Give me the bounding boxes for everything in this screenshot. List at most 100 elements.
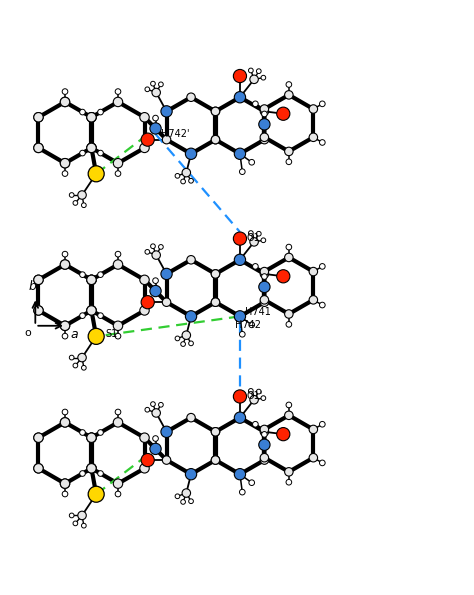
Circle shape bbox=[211, 270, 220, 278]
Circle shape bbox=[98, 471, 103, 477]
Circle shape bbox=[309, 296, 318, 304]
Circle shape bbox=[34, 112, 43, 122]
Circle shape bbox=[60, 260, 70, 269]
Circle shape bbox=[239, 331, 245, 337]
Circle shape bbox=[151, 244, 155, 249]
Text: S1: S1 bbox=[106, 329, 118, 339]
Circle shape bbox=[319, 460, 325, 466]
Circle shape bbox=[248, 389, 253, 393]
Circle shape bbox=[87, 464, 96, 473]
Circle shape bbox=[234, 468, 246, 480]
Circle shape bbox=[162, 298, 171, 306]
Circle shape bbox=[140, 143, 149, 152]
Circle shape bbox=[286, 245, 292, 250]
Circle shape bbox=[69, 513, 74, 518]
Circle shape bbox=[260, 270, 269, 278]
Circle shape bbox=[260, 133, 269, 142]
Circle shape bbox=[211, 136, 220, 144]
Circle shape bbox=[211, 456, 220, 464]
Circle shape bbox=[250, 75, 258, 83]
Circle shape bbox=[152, 251, 160, 259]
Circle shape bbox=[182, 331, 191, 339]
Circle shape bbox=[145, 87, 150, 92]
Circle shape bbox=[286, 321, 292, 327]
Circle shape bbox=[113, 260, 123, 269]
Text: O1': O1' bbox=[246, 390, 262, 400]
Circle shape bbox=[140, 112, 149, 122]
Circle shape bbox=[162, 456, 171, 464]
Circle shape bbox=[185, 311, 197, 322]
Circle shape bbox=[69, 193, 74, 198]
Circle shape bbox=[260, 296, 269, 304]
Text: o: o bbox=[25, 328, 32, 337]
Circle shape bbox=[181, 500, 185, 505]
Circle shape bbox=[162, 107, 171, 115]
Circle shape bbox=[87, 306, 96, 315]
Circle shape bbox=[140, 464, 149, 473]
Circle shape bbox=[234, 92, 246, 103]
Circle shape bbox=[34, 433, 43, 443]
Circle shape bbox=[80, 313, 85, 318]
Circle shape bbox=[87, 433, 96, 443]
Circle shape bbox=[87, 112, 96, 122]
Circle shape bbox=[319, 101, 325, 107]
Circle shape bbox=[284, 468, 293, 476]
Circle shape bbox=[87, 275, 96, 284]
Circle shape bbox=[239, 489, 245, 495]
Circle shape bbox=[260, 298, 269, 306]
Circle shape bbox=[309, 267, 318, 276]
Circle shape bbox=[34, 275, 43, 284]
Circle shape bbox=[158, 82, 163, 87]
Circle shape bbox=[113, 158, 123, 168]
Circle shape bbox=[260, 136, 269, 144]
Circle shape bbox=[60, 97, 70, 107]
Circle shape bbox=[185, 148, 197, 159]
Circle shape bbox=[34, 112, 43, 122]
Circle shape bbox=[286, 480, 292, 485]
Circle shape bbox=[78, 511, 86, 519]
Circle shape bbox=[319, 302, 325, 308]
Circle shape bbox=[87, 433, 96, 443]
Circle shape bbox=[62, 251, 68, 257]
Circle shape bbox=[253, 264, 258, 269]
Circle shape bbox=[98, 313, 103, 318]
Circle shape bbox=[34, 143, 43, 152]
Circle shape bbox=[249, 159, 255, 165]
Circle shape bbox=[87, 306, 96, 315]
Circle shape bbox=[260, 267, 269, 276]
Circle shape bbox=[82, 523, 86, 528]
Circle shape bbox=[152, 88, 160, 97]
Circle shape bbox=[239, 169, 245, 174]
Circle shape bbox=[182, 168, 191, 177]
Circle shape bbox=[234, 148, 246, 159]
Circle shape bbox=[236, 149, 244, 158]
Circle shape bbox=[256, 231, 261, 236]
Circle shape bbox=[115, 491, 121, 497]
Circle shape bbox=[145, 408, 150, 412]
Circle shape bbox=[62, 333, 68, 339]
Circle shape bbox=[234, 311, 246, 322]
Circle shape bbox=[233, 232, 246, 245]
Circle shape bbox=[88, 328, 104, 345]
Circle shape bbox=[253, 421, 258, 427]
Circle shape bbox=[284, 90, 293, 99]
Circle shape bbox=[233, 390, 246, 403]
Circle shape bbox=[233, 70, 246, 83]
Text: H742: H742 bbox=[235, 320, 261, 330]
Circle shape bbox=[187, 414, 195, 422]
Circle shape bbox=[253, 101, 258, 107]
Circle shape bbox=[181, 179, 185, 184]
Circle shape bbox=[34, 306, 43, 315]
Text: a: a bbox=[71, 328, 78, 341]
Text: b: b bbox=[29, 280, 37, 293]
Circle shape bbox=[115, 409, 121, 415]
Circle shape bbox=[249, 322, 255, 328]
Circle shape bbox=[87, 306, 96, 315]
Circle shape bbox=[73, 521, 78, 526]
Circle shape bbox=[87, 275, 96, 284]
Circle shape bbox=[262, 274, 267, 280]
Circle shape bbox=[113, 479, 123, 488]
Circle shape bbox=[141, 453, 155, 466]
Circle shape bbox=[87, 112, 96, 122]
Circle shape bbox=[236, 312, 244, 321]
